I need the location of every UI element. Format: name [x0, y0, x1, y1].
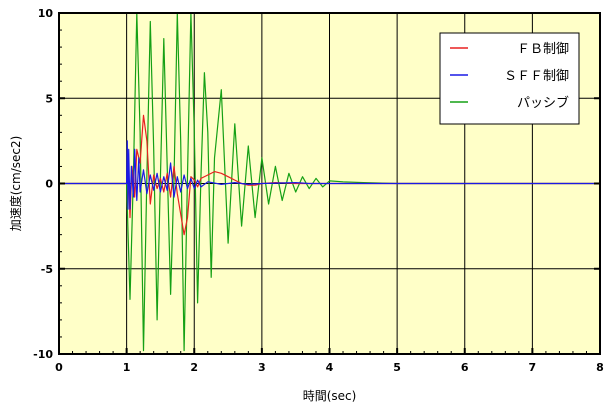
y-tick-label: 0 [45, 178, 53, 191]
y-tick-label: 10 [38, 7, 54, 20]
y-tick-label: -5 [41, 263, 53, 276]
series-layer [59, 12, 600, 352]
y-tick-label: -10 [33, 348, 53, 361]
y-axis-title: 加速度(cm/sec2) [8, 136, 23, 232]
x-tick-label: 4 [326, 361, 334, 374]
legend-label-fb: ＦＢ制御 [517, 42, 569, 57]
x-tick-label: 2 [190, 361, 198, 374]
legend-label-passive: パッシブ [517, 95, 569, 111]
x-tick-label: 7 [529, 361, 537, 374]
x-tick-label: 3 [258, 361, 266, 374]
legend: ＦＢ制御 ＳＦＦ制御 パッシブ [439, 32, 580, 125]
x-tick-label: 6 [461, 361, 469, 374]
x-axis-title: 時間(sec) [303, 389, 357, 403]
series-line-1 [59, 140, 600, 210]
x-tick-label: 0 [55, 361, 63, 374]
series-line-2 [59, 12, 600, 352]
y-tick-label: 5 [45, 92, 53, 105]
x-tick-label: 1 [123, 361, 131, 374]
x-tick-label: 5 [393, 361, 401, 374]
ticks-layer: 0 1 2 3 4 5 6 7 8 10 5 0 -5 -10 [33, 7, 604, 374]
x-tick-label: 8 [596, 361, 604, 374]
legend-label-sff: ＳＦＦ制御 [504, 69, 569, 84]
